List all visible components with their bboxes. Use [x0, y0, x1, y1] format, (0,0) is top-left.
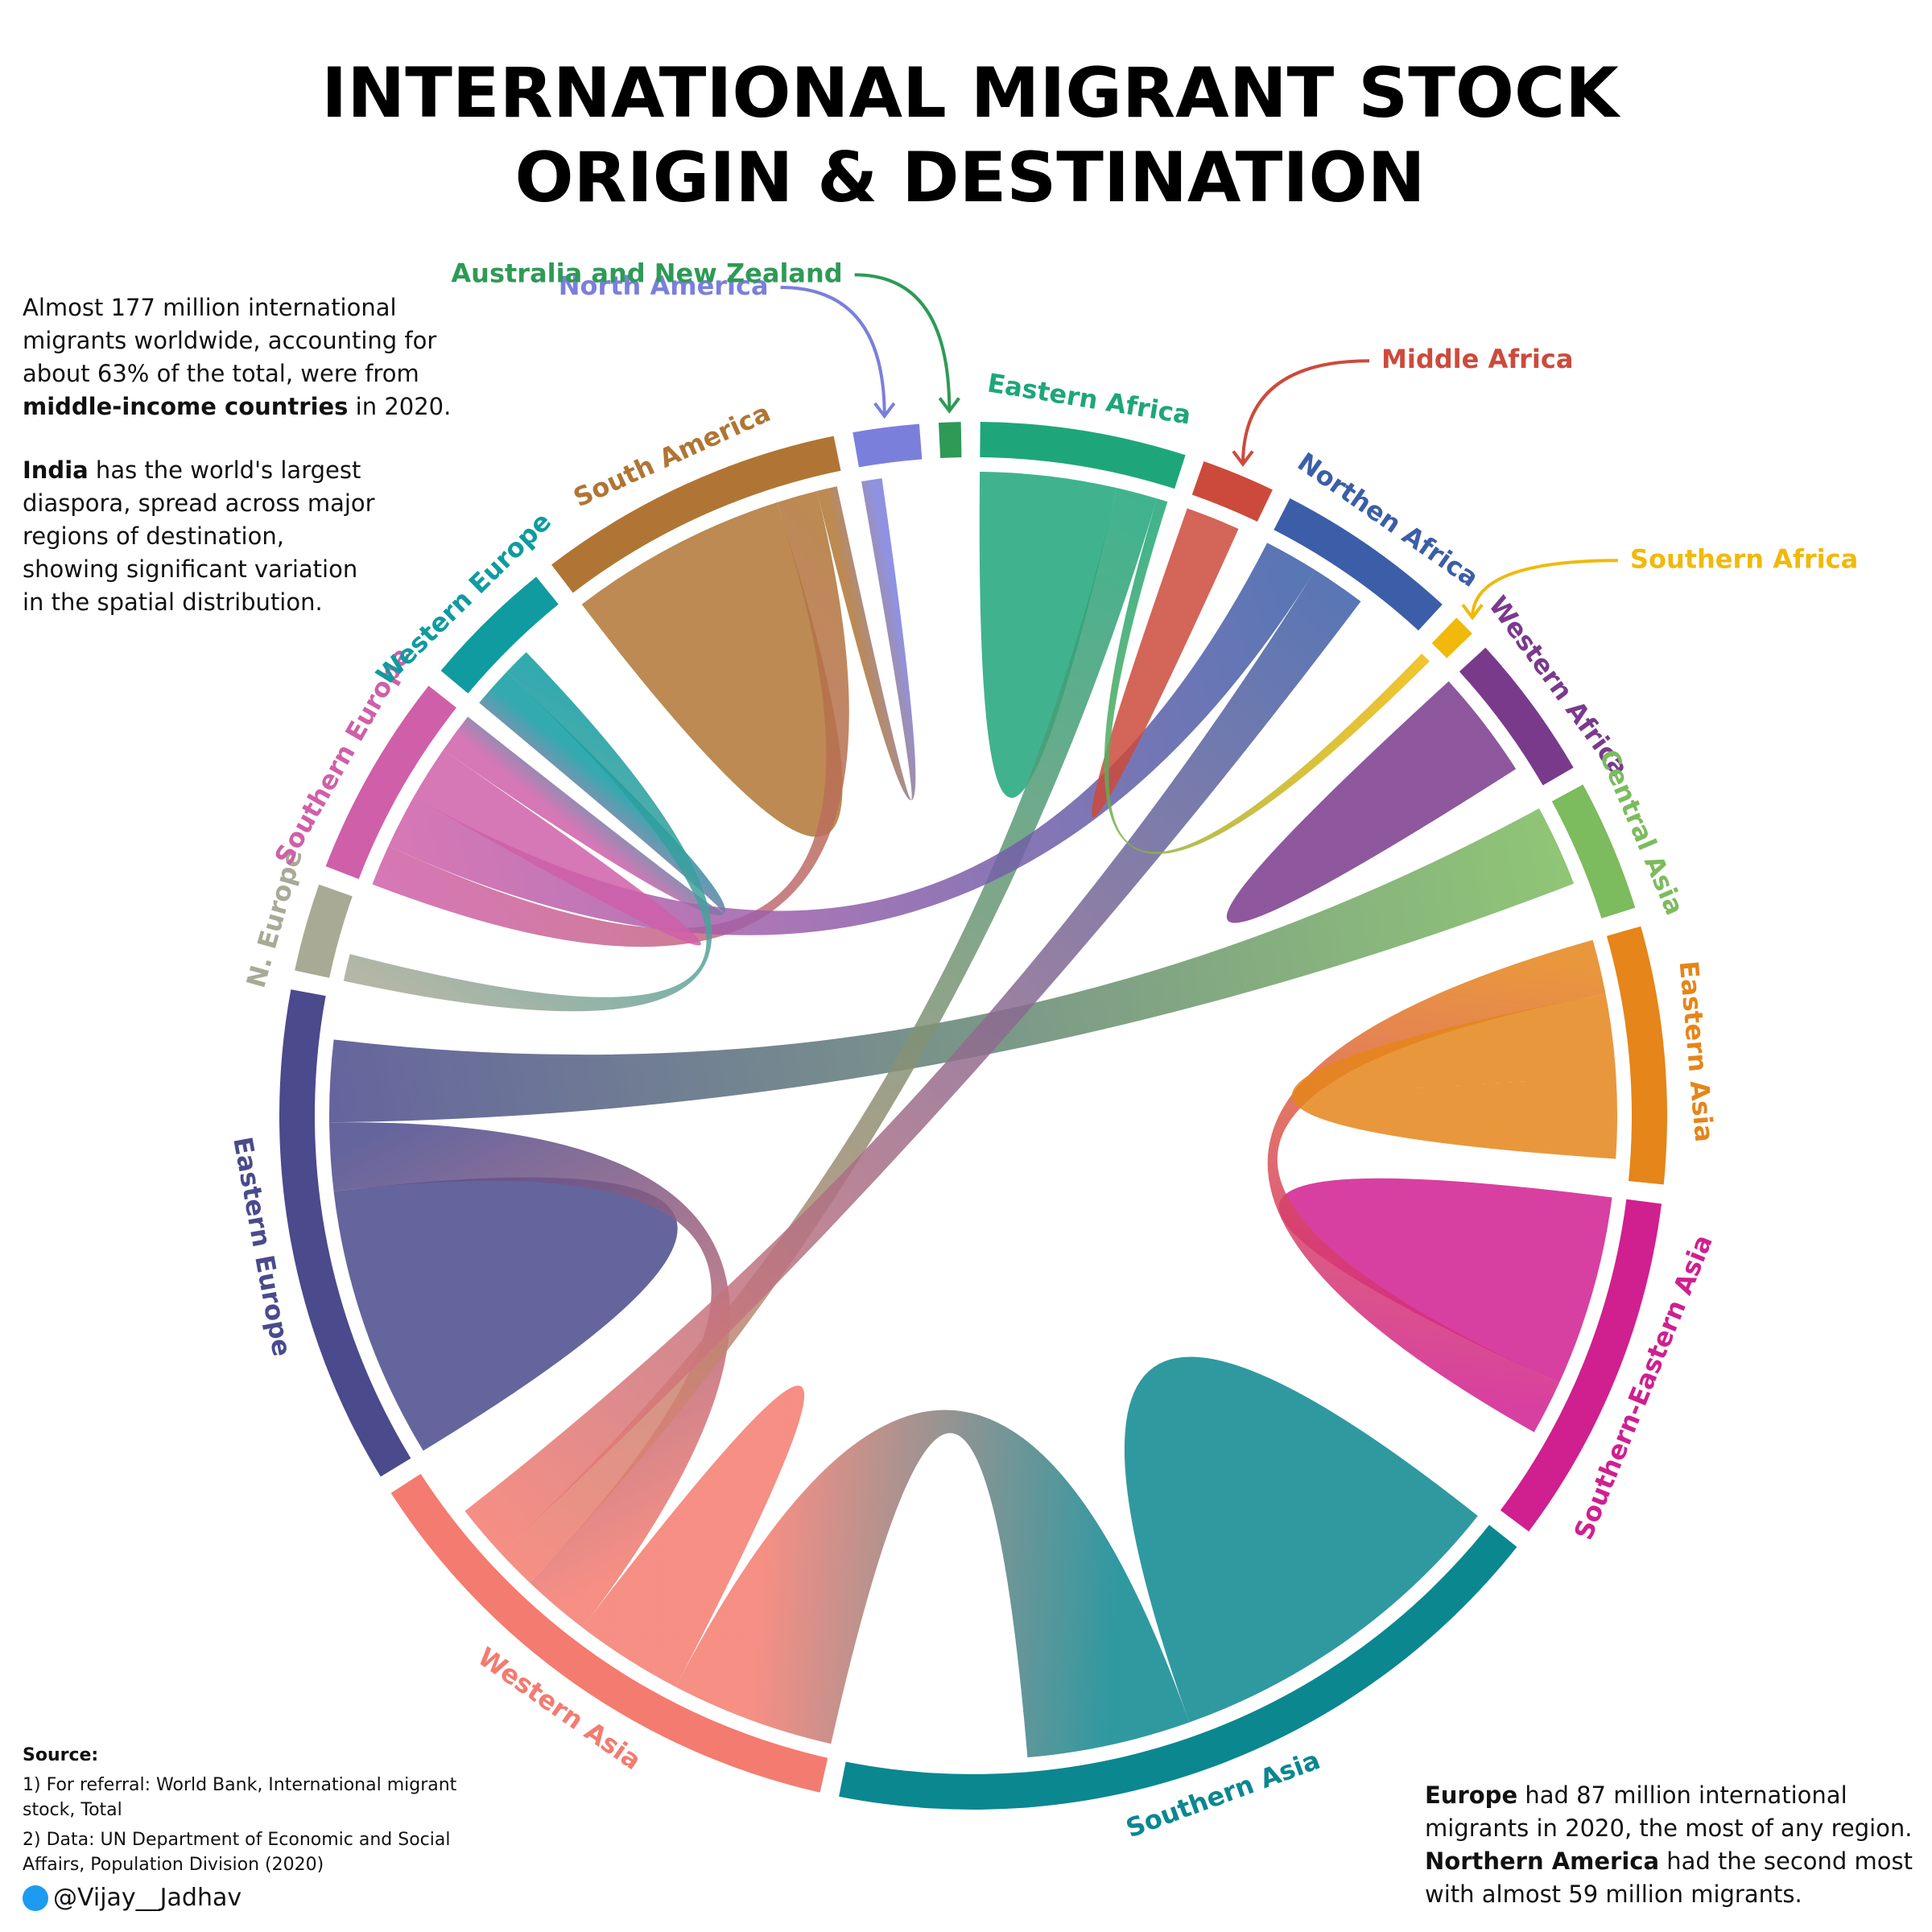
chord	[1092, 508, 1239, 818]
note: Europe had 87 million international migr…	[1425, 1779, 1924, 1911]
chord	[343, 652, 712, 1012]
callout-arrow	[854, 273, 952, 411]
segment-arc	[1500, 1199, 1662, 1532]
chord	[413, 749, 701, 946]
note-text: had the second most with almost 59 milli…	[1425, 1847, 1913, 1908]
callout-arrow	[780, 285, 886, 416]
segment-arc	[1551, 784, 1636, 919]
segment-arc	[938, 422, 962, 459]
segment-arc	[839, 1525, 1517, 1810]
credit-text: @Vijay__Jadhav	[53, 1884, 242, 1912]
callout-arrowhead	[938, 397, 960, 414]
segment-arc	[980, 422, 1186, 489]
note-text: Europe	[1425, 1781, 1518, 1809]
twitter-icon	[23, 1885, 48, 1911]
source-line: 2) Data: UN Department of Economic and S…	[23, 1830, 451, 1875]
note-text: India	[23, 456, 89, 484]
chord	[1124, 1356, 1478, 1723]
chord	[500, 488, 1158, 1583]
source: Source: 1) For referral: World Bank, Int…	[23, 1743, 506, 1882]
note: Almost 177 million international migrant…	[23, 291, 457, 423]
segment-arc	[325, 685, 456, 879]
chord	[1278, 1178, 1612, 1383]
callout-arrowhead	[1461, 604, 1484, 621]
note-text: Northern America	[1425, 1847, 1660, 1875]
chart-title: INTERNATIONAL MIGRANT STOCK	[321, 53, 1621, 134]
note-text: Almost 177 million international migrant…	[23, 294, 437, 387]
segment-arc	[295, 884, 353, 978]
source-title: Source:	[23, 1745, 99, 1765]
chord	[1291, 993, 1617, 1159]
chord	[464, 570, 1361, 1554]
segment-arc	[1431, 617, 1472, 658]
segment-arc	[390, 1473, 828, 1793]
segment-arc	[551, 436, 841, 593]
chord	[581, 502, 843, 837]
chord	[816, 478, 916, 801]
segment-label: Eastern Africa	[985, 367, 1193, 430]
credit: @Vijay__Jadhav	[23, 1884, 242, 1912]
note-text: has the world's largest diaspora, spread…	[23, 456, 375, 616]
chart-title: ORIGIN & DESTINATION	[514, 138, 1425, 218]
chord	[979, 472, 1117, 799]
note: India has the world's largest diaspora, …	[23, 454, 385, 619]
segment-arc	[852, 423, 923, 468]
segment-arc	[1274, 498, 1443, 631]
callout-arrowhead	[1232, 450, 1254, 467]
segment-arc	[1459, 647, 1574, 786]
source-line: 1) For referral: World Bank, Internation…	[23, 1775, 457, 1820]
chord	[329, 1122, 730, 1628]
callout-arrow	[1241, 359, 1370, 464]
segment-arc	[279, 989, 411, 1477]
chord	[333, 1177, 678, 1451]
segment-arc	[1191, 460, 1273, 522]
note-text: middle-income countries	[23, 393, 349, 420]
callout-arrowhead	[873, 402, 896, 419]
segment-arc	[440, 576, 559, 694]
note-text: in 2020.	[348, 393, 452, 420]
chord	[1226, 681, 1517, 923]
note-text: had 87 million international migrants in…	[1425, 1781, 1913, 1842]
segment-label: Eastern Asia	[1674, 960, 1720, 1143]
segment-label: North America	[559, 270, 769, 301]
chord	[582, 1385, 805, 1687]
segment-arc	[1606, 926, 1667, 1185]
chord	[675, 1410, 1190, 1758]
segment-label: Middle Africa	[1381, 344, 1573, 374]
segment-label: Australia and New Zealand	[451, 258, 842, 288]
callout-arrow	[1471, 559, 1618, 618]
segment-label: Southern Africa	[1630, 543, 1858, 574]
chord	[372, 490, 849, 947]
